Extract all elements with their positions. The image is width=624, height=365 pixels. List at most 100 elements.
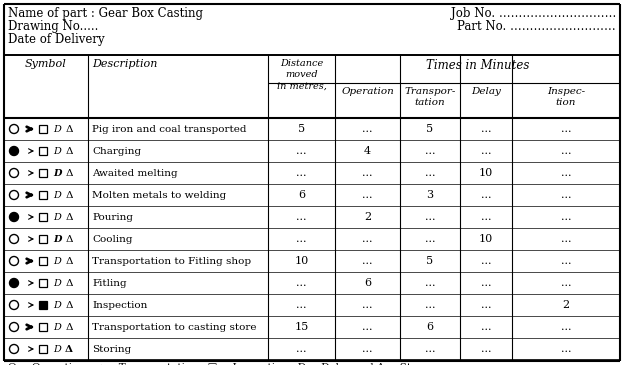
Text: ...: ...: [561, 256, 571, 266]
Text: Date of Delivery: Date of Delivery: [8, 33, 105, 46]
Text: Times in Minutes: Times in Minutes: [426, 59, 529, 72]
Text: ...: ...: [561, 234, 571, 244]
Text: Δ: Δ: [65, 345, 73, 353]
Text: 10: 10: [295, 256, 309, 266]
Text: ...: ...: [561, 322, 571, 332]
Text: Delay: Delay: [471, 87, 501, 96]
Text: D: D: [53, 146, 61, 155]
Text: 15: 15: [295, 322, 309, 332]
Text: D: D: [53, 278, 61, 288]
Text: Molten metals to welding: Molten metals to welding: [92, 191, 227, 200]
Text: 5: 5: [298, 124, 305, 134]
Bar: [39, 301, 47, 309]
Text: 5: 5: [426, 256, 434, 266]
Text: D: D: [53, 257, 61, 265]
Text: ...: ...: [425, 300, 436, 310]
Text: Δ: Δ: [66, 300, 73, 310]
Text: ...: ...: [480, 190, 491, 200]
Text: D: D: [53, 323, 61, 331]
Bar: [39, 169, 47, 177]
Text: ...: ...: [296, 146, 307, 156]
Text: ...: ...: [296, 278, 307, 288]
Text: Symbol: Symbol: [25, 59, 67, 69]
Text: Δ: Δ: [66, 257, 73, 265]
Text: D: D: [53, 300, 61, 310]
Text: ...: ...: [561, 212, 571, 222]
Text: 4: 4: [364, 146, 371, 156]
Text: ...: ...: [363, 190, 373, 200]
Text: 5: 5: [426, 124, 434, 134]
Text: ...: ...: [363, 322, 373, 332]
Text: ...: ...: [425, 344, 436, 354]
Text: ...: ...: [480, 212, 491, 222]
Text: Δ: Δ: [66, 278, 73, 288]
Text: D: D: [53, 169, 61, 177]
Text: Δ: Δ: [66, 146, 73, 155]
Text: O = Operation,  → = Transportation,  □ = Inspection,  D = Delay and Δ = Stores: O = Operation, → = Transportation, □ = I…: [8, 363, 434, 365]
Text: Δ: Δ: [66, 124, 73, 134]
Text: ...: ...: [296, 344, 307, 354]
Text: D: D: [53, 345, 61, 353]
Text: Inspec-
tion: Inspec- tion: [547, 87, 585, 107]
Text: Transportation to casting store: Transportation to casting store: [92, 323, 256, 331]
Text: Name of part : Gear Box Casting: Name of part : Gear Box Casting: [8, 7, 203, 20]
Text: ...: ...: [561, 278, 571, 288]
Text: Distance
moved
in metres,: Distance moved in metres,: [276, 59, 326, 90]
Bar: [39, 323, 47, 331]
Text: ...: ...: [296, 212, 307, 222]
Text: Pouring: Pouring: [92, 212, 133, 222]
Text: ...: ...: [561, 190, 571, 200]
Text: ...: ...: [425, 212, 436, 222]
Text: Charging: Charging: [92, 146, 141, 155]
Text: ...: ...: [296, 234, 307, 244]
Bar: [39, 147, 47, 155]
Text: Awaited melting: Awaited melting: [92, 169, 178, 177]
Text: ...: ...: [480, 300, 491, 310]
Bar: [39, 191, 47, 199]
Text: ...: ...: [363, 168, 373, 178]
Bar: [39, 345, 47, 353]
Text: Description: Description: [92, 59, 157, 69]
Text: ...: ...: [480, 322, 491, 332]
Text: 6: 6: [364, 278, 371, 288]
Text: 2: 2: [364, 212, 371, 222]
Text: D: D: [53, 212, 61, 222]
Text: Δ: Δ: [66, 169, 73, 177]
Text: Fitling: Fitling: [92, 278, 127, 288]
Text: Transportation to Fitling shop: Transportation to Fitling shop: [92, 257, 251, 265]
Text: ...: ...: [561, 146, 571, 156]
Text: D: D: [53, 191, 61, 200]
Text: ...: ...: [425, 168, 436, 178]
Text: Pig iron and coal transported: Pig iron and coal transported: [92, 124, 246, 134]
Text: ...: ...: [480, 256, 491, 266]
Text: ...: ...: [425, 278, 436, 288]
Circle shape: [9, 146, 19, 155]
Text: Δ: Δ: [66, 212, 73, 222]
Text: 10: 10: [479, 168, 493, 178]
Text: Δ: Δ: [66, 191, 73, 200]
Text: ...: ...: [296, 300, 307, 310]
Text: ...: ...: [480, 344, 491, 354]
Text: ...: ...: [561, 344, 571, 354]
Text: ...: ...: [480, 146, 491, 156]
Text: 10: 10: [479, 234, 493, 244]
Text: ...: ...: [425, 146, 436, 156]
Bar: [39, 125, 47, 133]
Text: ...: ...: [561, 168, 571, 178]
Text: Operation: Operation: [341, 87, 394, 96]
Text: ...: ...: [561, 124, 571, 134]
Text: Job No. …………………………: Job No. …………………………: [451, 7, 616, 20]
Text: Δ: Δ: [66, 323, 73, 331]
Text: ...: ...: [363, 300, 373, 310]
Text: ...: ...: [480, 124, 491, 134]
Text: ...: ...: [425, 234, 436, 244]
Bar: [39, 213, 47, 221]
Circle shape: [9, 278, 19, 288]
Text: 3: 3: [426, 190, 434, 200]
Text: ...: ...: [363, 344, 373, 354]
Text: Cooling: Cooling: [92, 234, 132, 243]
Circle shape: [9, 212, 19, 222]
Bar: [39, 235, 47, 243]
Text: 2: 2: [562, 300, 570, 310]
Bar: [39, 279, 47, 287]
